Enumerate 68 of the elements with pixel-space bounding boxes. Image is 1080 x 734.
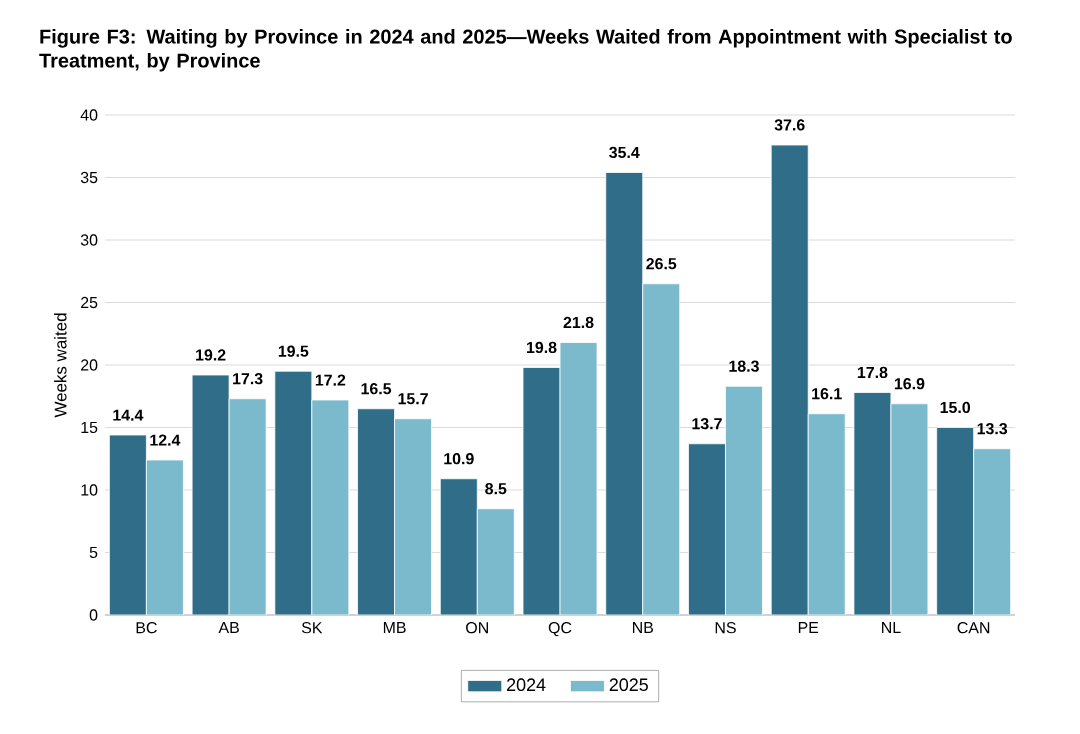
x-tick-label: ON: [466, 622, 488, 634]
x-tick-label: CAN: [957, 622, 990, 634]
y-tick-label: 15: [81, 421, 98, 434]
data-label: 17.3: [233, 373, 263, 385]
data-label: 14.4: [113, 409, 144, 421]
data-label: 16.5: [361, 383, 392, 395]
bar: [807, 413, 846, 615]
data-label: 21.8: [563, 316, 594, 329]
data-label: 17.8: [857, 366, 888, 379]
bar: [936, 427, 975, 615]
bar: [890, 403, 929, 615]
bar: [973, 448, 1012, 615]
bar: [853, 392, 892, 615]
data-label: 18.3: [729, 360, 759, 372]
chart-title: Figure F3: Waiting by Province in 2024 and 2025—Weeks Waited from Appointment with Specialist to Treatment, by Province: [39, 29, 1012, 72]
bar: [688, 443, 726, 615]
data-label: 19.5: [278, 345, 309, 357]
x-tick-label: QC: [548, 622, 572, 637]
bar: [228, 398, 267, 615]
data-label: 12.4: [150, 434, 181, 446]
bar: [394, 418, 432, 615]
x-tick-label: BC: [136, 622, 157, 634]
bar: [311, 399, 350, 615]
data-label: 17.2: [315, 374, 346, 386]
x-tick-label: NB: [632, 622, 653, 633]
bar: [605, 172, 644, 615]
data-label: 16.9: [894, 378, 925, 390]
y-tick-label: 40: [80, 109, 98, 121]
data-label: 15.0: [940, 401, 971, 414]
bar: [559, 342, 598, 615]
bar: [476, 508, 515, 615]
legend-label: 2025: [609, 678, 648, 692]
x-tick-label: NS: [715, 622, 736, 634]
data-label: 37.6: [774, 119, 805, 131]
bar: [725, 385, 763, 615]
x-tick-label: MB: [383, 622, 406, 633]
x-tick-label: SK: [301, 622, 323, 634]
x-tick-label: PE: [798, 622, 819, 633]
data-label: 16.1: [812, 388, 842, 400]
data-label: 8.5: [485, 483, 507, 495]
data-label: 13.7: [692, 418, 722, 430]
y-tick-label: 30: [80, 234, 98, 246]
bar: [522, 367, 561, 615]
data-label: 13.3: [977, 423, 1008, 435]
y-tick-label: 5: [89, 546, 98, 559]
data-label: 26.5: [646, 258, 677, 270]
bar: [357, 408, 395, 615]
x-tick-label: NL: [882, 622, 901, 633]
data-label: 15.7: [398, 393, 428, 405]
data-label: 10.9: [444, 453, 474, 465]
bar: [439, 478, 478, 615]
bar: [770, 144, 809, 615]
bar: [108, 434, 147, 615]
legend-label: 2024: [507, 678, 546, 692]
y-tick-label: 20: [81, 359, 98, 371]
data-label: 19.2: [196, 349, 226, 361]
y-tick-label: 35: [80, 171, 98, 184]
bar: [274, 370, 313, 615]
bar: [642, 283, 681, 615]
y-tick-label: 0: [89, 609, 98, 621]
y-tick-label: 10: [81, 484, 98, 496]
bar: [145, 459, 184, 615]
x-tick-label: AB: [218, 622, 239, 633]
data-label: 19.8: [527, 341, 557, 354]
data-label: 35.4: [609, 146, 640, 159]
bar: [191, 374, 230, 615]
y-tick-label: 25: [81, 296, 98, 309]
y-axis-title: Weeks waited: [54, 313, 67, 418]
